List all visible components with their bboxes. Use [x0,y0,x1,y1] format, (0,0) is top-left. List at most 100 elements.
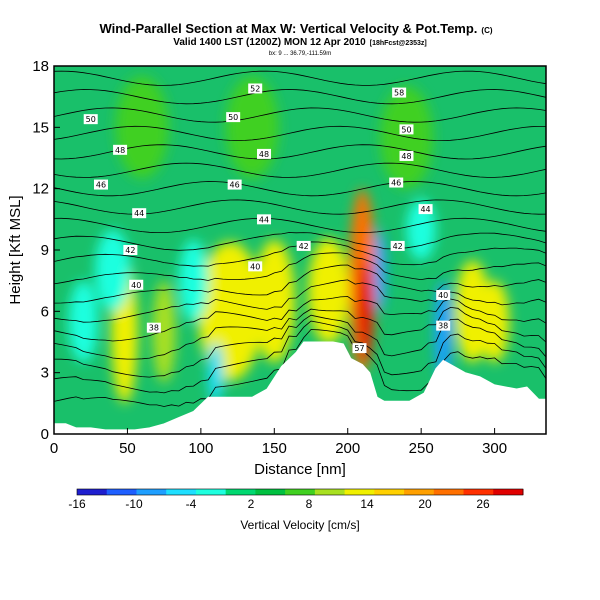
contour-label-text: 50 [228,113,238,122]
contour-label-text: 38 [438,322,448,331]
colorbar-swatch [285,489,316,495]
colorbar-swatch [463,489,494,495]
subtitle-tag: [18hFcst@2353z] [370,40,427,47]
velocity-blob [95,229,131,312]
terrain-mask [54,341,546,434]
contour-label: 46 [389,177,404,188]
contour-label: 46 [227,179,242,190]
colorbar-tick-label: 8 [306,497,313,511]
colorbar-swatch [255,489,286,495]
theta-contour [54,320,546,394]
contour-label: 58 [392,87,407,98]
contour-label-text: 42 [393,242,403,251]
colorbar-swatch [404,489,435,495]
theta-contour [54,217,546,234]
colorbar-swatch [136,489,167,495]
colorbar-tick-label: -10 [125,497,143,511]
contour-label-text: 52 [250,84,260,93]
y-axis-label: Height [Kft MSL] [7,195,24,304]
colorbar-swatch [106,489,137,495]
theta-contour [54,306,546,360]
x-tick-label: 0 [50,440,58,457]
contour-label: 38 [436,320,451,331]
contour-label-text: 46 [391,179,401,188]
colorbar-tick-label: 20 [418,497,432,511]
y-tick-label: 18 [32,58,49,75]
theta-contour [54,314,546,378]
contour-label-text: 48 [401,152,411,161]
theta-contour [54,181,546,197]
theta-contour [54,296,546,342]
velocity-blob [68,280,99,363]
velocity-blob [253,239,295,363]
contour-label-text: 42 [125,246,135,255]
y-tick-label: 3 [41,365,49,382]
colorbar-swatch [374,489,405,495]
contour-label: 46 [93,179,108,190]
colorbar-tick-label: -16 [68,497,86,511]
chart-subtitle: Valid 1400 LST (1200Z) MON 12 Apr 2010 [1… [173,37,427,48]
y-tick-label: 15 [32,119,49,136]
contour-label: 42 [123,245,138,255]
x-tick-label: 200 [335,440,360,457]
contour-label: 50 [226,112,241,123]
theta-contour [54,329,546,407]
contour-label: 44 [132,208,147,219]
theta-contour [54,107,546,123]
contour-label: 57 [352,343,367,354]
colorbar-tick-label: 26 [476,497,490,511]
contour-label-text: 46 [96,181,106,190]
x-tick-label: 250 [409,440,434,457]
contour-label: 42 [390,240,405,251]
theta-contour [54,70,546,86]
x-tick-label: 50 [119,440,136,457]
contour-label-text: 40 [438,291,448,300]
theta-contour [54,144,546,160]
y-tick-label: 9 [41,242,49,259]
contour-label-text: 44 [134,209,144,218]
theta-contour [54,264,546,304]
plot-area: 52 58 50 50 50 48 48 48 46 46 46 44 44 44 42 42 42 40 40 40… [54,66,546,434]
contour-label: 48 [113,144,128,155]
velocity-blob [208,342,223,404]
contour-label: 44 [257,214,272,225]
colorbar-tick-label: 2 [248,497,255,511]
colorbar-swatch [493,489,524,495]
contour-label: 48 [399,150,414,161]
theta-contour [54,125,546,142]
y-tick-label: 12 [32,181,49,198]
contour-label-text: 44 [420,205,430,214]
contour-label-text: 57 [354,344,364,353]
colorbar-label: Vertical Velocity [cm/s] [240,518,359,532]
contour-label: 44 [418,204,433,215]
chart-subsubtitle: bx: 9 ... 36.79,-111.59m [269,51,331,57]
y-tick-label: 6 [41,303,49,320]
colorbar-swatch [225,489,256,495]
contour-label: 38 [146,322,161,333]
theta-contour [54,162,546,178]
theta-contour [54,232,546,251]
contour-label-text: 40 [250,262,260,271]
colorbar-swatch [433,489,465,495]
contour-label: 40 [129,279,144,290]
contour-label: 50 [399,124,414,135]
x-tick-label: 150 [262,440,287,457]
contour-label-text: 48 [115,146,125,155]
colorbar-swatch [344,489,375,495]
velocity-blob [374,229,386,312]
velocity-blob [308,237,350,345]
colorbar-swatch [166,489,197,495]
colorbar-tick-label: 14 [360,497,374,511]
title-mark: (C) [481,26,492,35]
theta-contour [54,89,546,105]
contour-label-text: 46 [230,181,240,190]
contour-label: 42 [296,240,311,251]
colorbar-swatch [195,489,227,495]
contour-label: 40 [436,289,451,300]
contour-label-text: 38 [149,324,159,333]
contour-label-text: 50 [401,125,411,134]
contour-label-text: 40 [131,281,141,290]
contour-label-text: 48 [259,150,269,159]
velocity-blob [479,280,510,363]
